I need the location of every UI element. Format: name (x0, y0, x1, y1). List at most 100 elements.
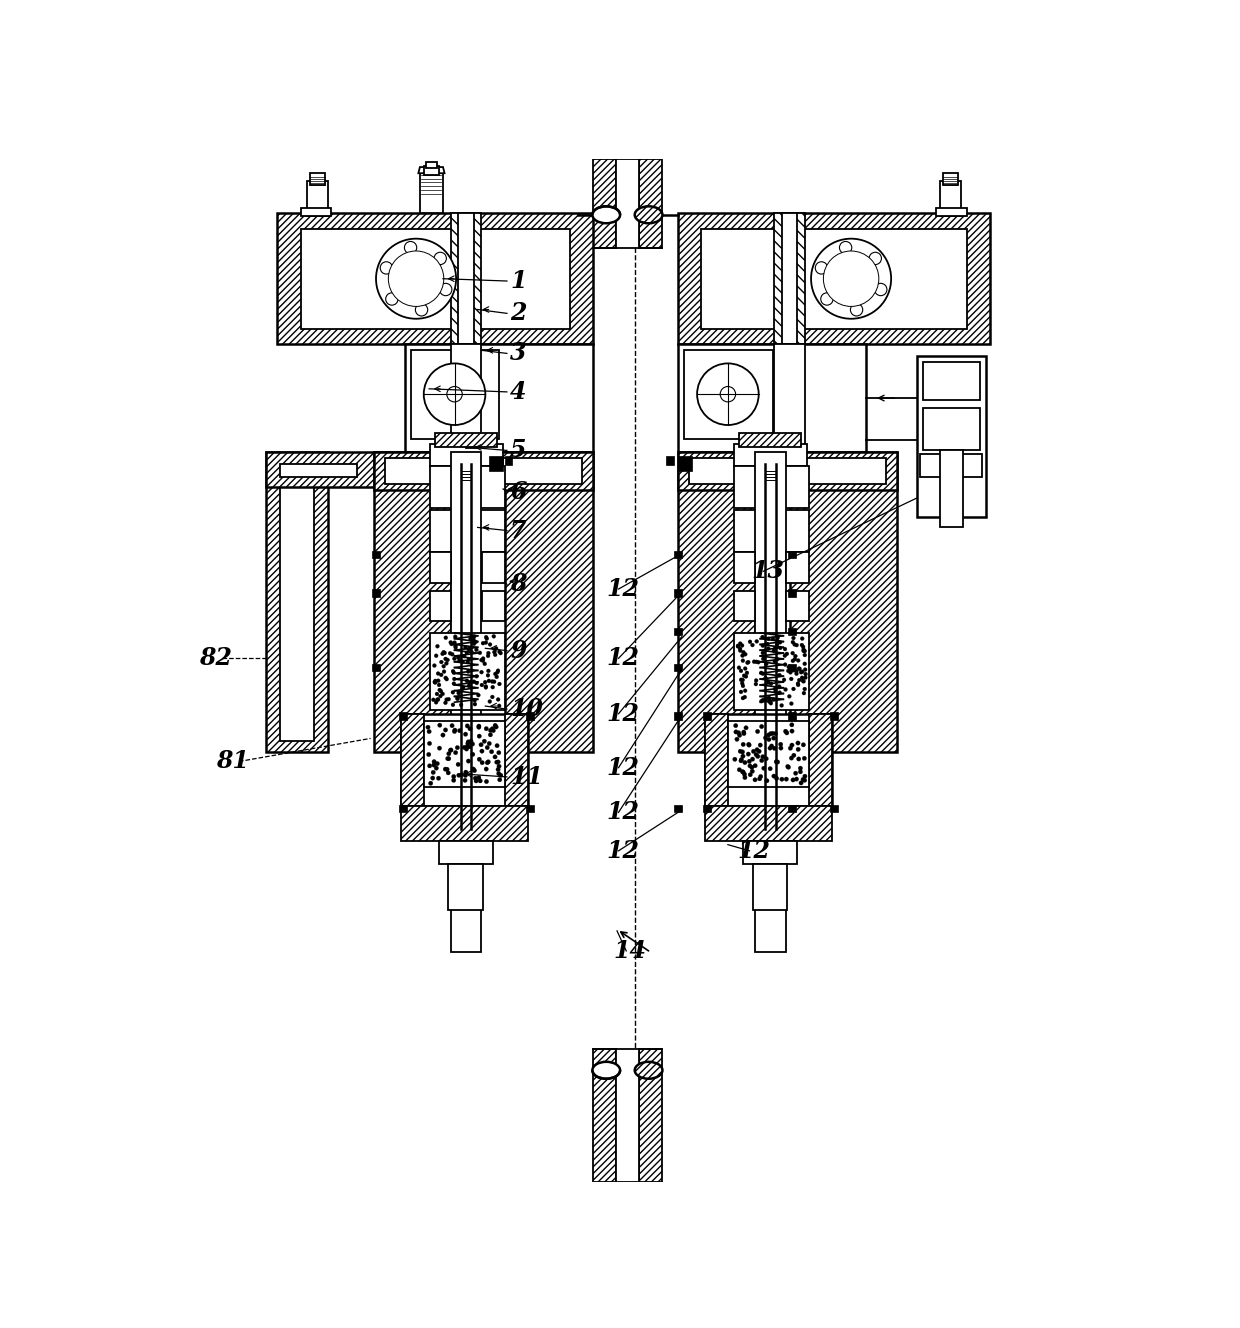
Text: 82: 82 (198, 647, 232, 671)
Circle shape (748, 773, 753, 777)
Circle shape (466, 758, 470, 764)
Circle shape (785, 730, 789, 734)
Circle shape (739, 757, 744, 762)
Circle shape (795, 777, 799, 781)
Circle shape (764, 757, 769, 761)
Circle shape (469, 681, 472, 685)
Circle shape (792, 643, 796, 647)
Circle shape (784, 688, 787, 692)
Circle shape (472, 635, 476, 639)
Circle shape (429, 781, 433, 785)
Circle shape (755, 748, 759, 752)
Circle shape (460, 687, 464, 691)
Circle shape (438, 688, 441, 692)
Bar (372, 664, 379, 672)
Circle shape (427, 729, 432, 733)
Circle shape (773, 649, 776, 653)
Circle shape (461, 685, 465, 689)
Text: 7: 7 (510, 518, 527, 543)
Circle shape (753, 778, 758, 782)
Circle shape (480, 761, 485, 765)
Circle shape (454, 750, 458, 754)
Circle shape (738, 641, 743, 645)
Circle shape (445, 757, 450, 761)
Bar (430, 510, 505, 552)
Circle shape (486, 653, 490, 657)
Bar (678, 452, 755, 752)
Bar (424, 166, 439, 175)
Circle shape (465, 679, 469, 683)
Circle shape (766, 680, 770, 684)
Bar (786, 552, 808, 583)
Circle shape (784, 729, 787, 733)
Circle shape (484, 635, 489, 639)
Circle shape (495, 675, 498, 679)
Bar (420, 173, 443, 214)
Bar (401, 713, 424, 806)
Bar (430, 552, 450, 583)
Bar (734, 552, 755, 583)
Circle shape (742, 684, 745, 688)
Circle shape (761, 644, 765, 648)
Circle shape (750, 765, 754, 769)
Text: 12: 12 (737, 839, 770, 863)
Circle shape (497, 683, 501, 687)
Circle shape (434, 700, 438, 704)
Bar (435, 433, 497, 448)
Bar (430, 633, 505, 710)
Circle shape (486, 651, 490, 655)
Circle shape (467, 684, 471, 688)
Text: 6: 6 (510, 479, 527, 505)
Bar (704, 806, 832, 841)
Circle shape (477, 651, 482, 655)
Circle shape (802, 661, 807, 665)
Circle shape (797, 667, 801, 671)
Circle shape (779, 746, 784, 750)
Bar (666, 456, 675, 465)
Circle shape (779, 645, 782, 649)
Circle shape (496, 772, 501, 776)
Circle shape (801, 679, 805, 683)
Circle shape (743, 673, 746, 677)
Circle shape (734, 730, 738, 734)
Text: 8: 8 (510, 572, 527, 596)
Circle shape (802, 756, 806, 761)
Circle shape (427, 753, 430, 757)
Circle shape (782, 653, 786, 657)
Text: 10: 10 (510, 697, 543, 721)
Bar (786, 591, 808, 622)
Circle shape (758, 777, 761, 781)
Circle shape (758, 742, 763, 748)
Bar (399, 712, 407, 720)
Bar (404, 344, 593, 452)
Circle shape (425, 725, 430, 729)
Circle shape (376, 239, 456, 319)
Bar (278, 214, 593, 344)
Circle shape (740, 679, 745, 681)
Circle shape (801, 777, 805, 782)
Circle shape (472, 680, 476, 684)
Circle shape (740, 653, 744, 657)
Circle shape (467, 657, 471, 661)
Circle shape (467, 745, 471, 749)
Circle shape (801, 645, 805, 648)
Circle shape (801, 648, 806, 652)
Circle shape (697, 364, 759, 425)
Circle shape (779, 640, 782, 644)
Circle shape (455, 696, 459, 700)
Circle shape (821, 293, 833, 305)
Circle shape (797, 667, 801, 671)
Bar (505, 713, 528, 806)
Circle shape (456, 773, 461, 777)
Circle shape (466, 669, 470, 673)
Circle shape (477, 734, 481, 738)
Circle shape (471, 752, 475, 757)
Bar (704, 713, 728, 806)
Circle shape (759, 724, 764, 729)
Circle shape (444, 701, 448, 705)
Circle shape (802, 680, 806, 684)
Circle shape (471, 766, 475, 772)
Text: 1: 1 (510, 270, 527, 293)
Circle shape (469, 740, 474, 744)
Text: 2: 2 (510, 301, 527, 325)
